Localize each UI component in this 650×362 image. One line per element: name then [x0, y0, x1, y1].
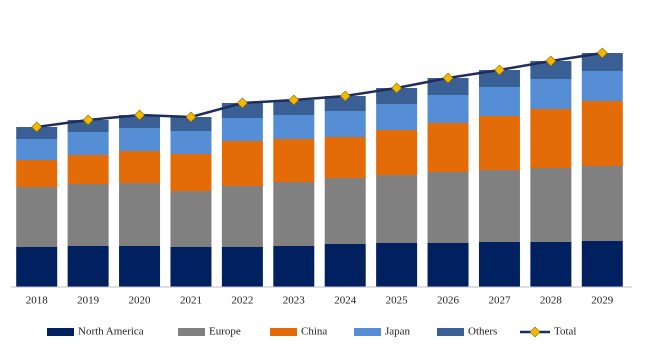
bar-segment [170, 154, 212, 191]
bar-segment [376, 243, 418, 287]
bar-segment [530, 79, 572, 109]
x-tick-label: 2027 [488, 295, 511, 307]
bar-segment [273, 100, 315, 115]
bar-segment [273, 139, 315, 182]
legend-swatch [354, 328, 381, 336]
bar-segment [478, 116, 520, 170]
bar-segment [119, 128, 161, 151]
bar-segment [67, 246, 109, 287]
bar-segment [170, 191, 212, 247]
x-tick-label: 2025 [386, 295, 409, 307]
bar-segment [581, 101, 623, 166]
bar-segment [324, 137, 366, 178]
bar-segment [581, 166, 623, 241]
bar-segment [530, 242, 572, 287]
bar-segment [67, 184, 109, 246]
bar-segment [581, 71, 623, 101]
total-marker [82, 114, 94, 126]
x-tick-label: 2023 [283, 295, 306, 307]
bar-segment [221, 247, 263, 287]
bar-segment [170, 247, 212, 287]
legend-swatch [47, 328, 74, 336]
legend-label: Others [468, 326, 497, 338]
total-marker [545, 55, 557, 67]
bar-segment [376, 88, 418, 104]
total-marker [288, 94, 300, 106]
bar-segment [376, 175, 418, 243]
bar-segment [273, 246, 315, 287]
bar-segment [273, 115, 315, 139]
legend-swatch [270, 328, 297, 336]
x-tick-label: 2020 [129, 295, 152, 307]
legend-label: Total [554, 326, 576, 338]
total-marker [31, 121, 43, 133]
legend-label: North America [78, 326, 144, 338]
legend-swatch [178, 328, 205, 336]
total-marker [391, 82, 403, 94]
bar-segment [427, 123, 469, 172]
bar-segment [119, 115, 161, 128]
bar-segment [581, 241, 623, 287]
bar-segment [67, 132, 109, 155]
bar-segment [221, 186, 263, 247]
x-tick-label: 2021 [180, 295, 202, 307]
total-marker [236, 97, 248, 109]
bar-segment [530, 109, 572, 168]
total-marker [596, 47, 608, 59]
bar-segment [324, 244, 366, 287]
total-marker [339, 90, 351, 102]
bar-segment [119, 151, 161, 183]
legend-marker [529, 326, 541, 338]
bar-segment [324, 111, 366, 137]
bar-segment [478, 87, 520, 116]
bar-segment [16, 160, 58, 187]
x-tick-label: 2028 [540, 295, 563, 307]
bar-segment [427, 172, 469, 243]
bar-segment [221, 141, 263, 186]
bar-segment [581, 53, 623, 71]
bar-segment [67, 155, 109, 184]
bar-segment [273, 182, 315, 246]
bar-segment [324, 96, 366, 111]
bar-segment [376, 104, 418, 130]
bar-segment [478, 70, 520, 87]
bar-segment [427, 95, 469, 123]
x-tick-label: 2024 [334, 295, 357, 307]
bar-segment [478, 242, 520, 287]
bar-segment [530, 168, 572, 242]
total-line [36, 51, 603, 129]
bar-segment [16, 187, 58, 247]
x-tick-label: 2022 [231, 295, 253, 307]
bar-segment [427, 243, 469, 287]
x-tick-label: 2026 [437, 295, 460, 307]
bar-segment [67, 120, 109, 132]
legend-swatch [437, 328, 464, 336]
bar-segment [119, 183, 161, 246]
legend-label: Europe [209, 326, 241, 338]
x-tick-label: 2019 [77, 295, 100, 307]
bar-segment [221, 118, 263, 141]
bar-segment [170, 117, 212, 131]
bar-segment [427, 78, 469, 95]
total-marker [134, 109, 145, 121]
bar-segment [16, 139, 58, 160]
total-marker [494, 64, 505, 76]
bar-segment [324, 178, 366, 244]
total-marker [185, 111, 197, 123]
bar-segment [16, 247, 58, 287]
total-marker [442, 72, 454, 84]
bar-segment [530, 61, 572, 79]
bar-segment [16, 127, 58, 139]
legend-label: Japan [385, 326, 411, 338]
bar-segment [376, 130, 418, 175]
bar-segment [170, 131, 212, 154]
x-tick-label: 2018 [26, 295, 49, 307]
legend-label: China [301, 326, 327, 338]
bar-segment [478, 170, 520, 242]
bar-segment [119, 246, 161, 287]
x-tick-label: 2029 [591, 295, 614, 307]
